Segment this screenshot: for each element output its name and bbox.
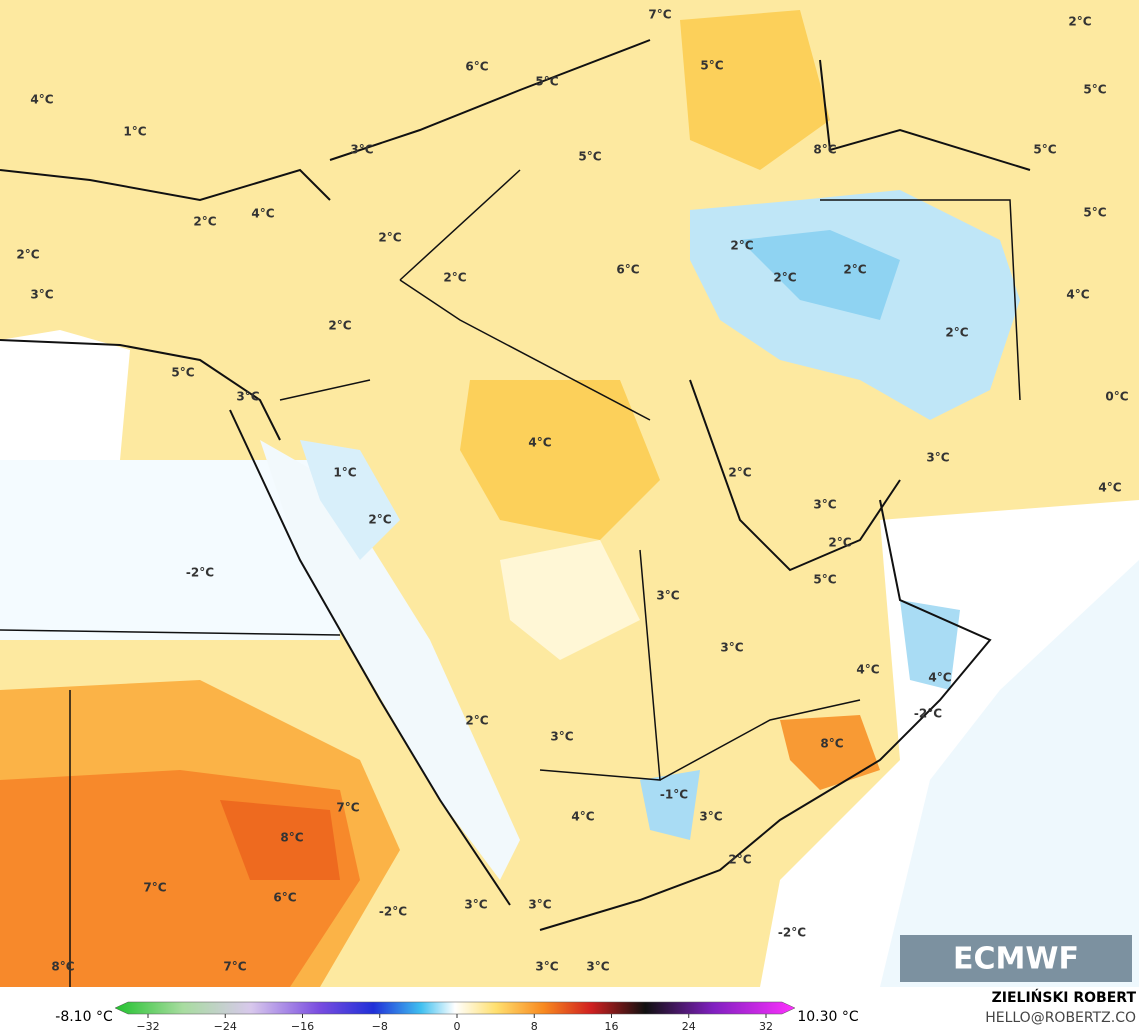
temperature-label: 2°C [773,271,796,285]
cool-patch [300,440,400,560]
temperature-label: 2°C [945,326,968,340]
warm-patch [680,10,830,170]
temperature-label: 2°C [368,513,391,527]
temperature-label: 2°C [193,215,216,229]
temperature-label: 6°C [616,263,639,277]
logo-box [900,935,1132,982]
temperature-label: -2°C [914,707,942,721]
warm-patch [780,715,880,790]
temperature-label: 7°C [336,801,359,815]
colorbar-tick-label: 24 [682,1020,696,1033]
colorbar-tick-label: 8 [531,1020,538,1033]
colorbar-tick-label: 32 [759,1020,773,1033]
logo: ECMWF [953,942,1079,977]
temperature-label: 4°C [571,810,594,824]
colorbar-max: 10.30 °C [797,1009,859,1025]
temperature-label: 5°C [813,573,836,587]
colorbar-tick-label: 16 [605,1020,619,1033]
temperature-label: -2°C [379,905,407,919]
temperature-label: 7°C [223,960,246,974]
temperature-label: 3°C [586,960,609,974]
temperature-label: 3°C [699,810,722,824]
sea-pale [880,560,1139,987]
temperature-label: 3°C [236,390,259,404]
temperature-label: 1°C [123,125,146,139]
temperature-label: 5°C [700,59,723,73]
temperature-label: 3°C [528,898,551,912]
colorbar-tick-label: −32 [136,1020,159,1033]
temperature-label: -1°C [660,788,688,802]
temperature-label: 6°C [465,60,488,74]
coastline [0,39,1031,931]
colorbar-tick-label: −16 [291,1020,314,1033]
temperature-label: 5°C [1083,206,1106,220]
colorbar-tick-label: −24 [214,1020,237,1033]
temperature-label: 4°C [251,207,274,221]
temperature-label: 4°C [528,436,551,450]
map-labels: 7°C 2°C 6°C 5°C 5°C 4°C 5°C 1°C 3°C 5°C 8°C 5°C 2°C 4… [16,8,1128,974]
temperature-label: 4°C [1098,481,1121,495]
temperature-label: 8°C [51,960,74,974]
colorbar-strip [114,1001,796,1015]
colorbar-tick-label: 0 [454,1020,461,1033]
temperature-label: 5°C [578,150,601,164]
temperature-label: 2°C [1068,15,1091,29]
cool-patch [640,770,700,840]
temperature-label: 5°C [1083,83,1106,97]
temperature-label: 2°C [728,466,751,480]
temperature-label: 2°C [378,231,401,245]
temperature-label: 2°C [328,319,351,333]
temperature-label: 2°C [16,248,39,262]
cold-core [740,230,900,320]
temperature-label: 3°C [550,730,573,744]
hot-core [220,800,340,880]
temperature-label: 8°C [813,143,836,157]
temperature-label: 2°C [828,536,851,550]
temperature-label: -2°C [778,926,806,940]
temperature-label: 5°C [1033,143,1056,157]
temperature-label: 5°C [171,366,194,380]
temperature-label: 3°C [656,589,679,603]
temperature-label: 3°C [535,960,558,974]
map: ECMWF [0,0,1139,987]
temperature-label: 2°C [443,271,466,285]
temperature-label: 7°C [143,881,166,895]
temperature-label: 4°C [928,671,951,685]
border [0,169,1021,987]
colorbar-min: -8.10 °C [55,1009,113,1025]
temperature-label: 3°C [464,898,487,912]
temperature-label: 2°C [843,263,866,277]
temperature-label: 3°C [30,288,53,302]
temperature-label: 2°C [465,714,488,728]
colorbar-tick-label: −8 [372,1020,388,1033]
warm-patch [460,380,660,540]
temperature-label: 4°C [30,93,53,107]
cool-patch [900,600,960,690]
credit-name: ZIELIŃSKI ROBERT [992,988,1137,1006]
temperature-label: 4°C [856,663,879,677]
credit-contact: HELLO@ROBERTZ.CO [985,1010,1136,1026]
temperature-label: 8°C [280,831,303,845]
temperature-label: 3°C [926,451,949,465]
field-white [0,330,130,460]
temperature-label: 8°C [820,737,843,751]
pale-patch [500,540,640,660]
temperature-label: 6°C [273,891,296,905]
temperature-label: 0°C [1105,390,1128,404]
temperature-label: 2°C [728,853,751,867]
temperature-label: 3°C [813,498,836,512]
temperature-label: 4°C [1066,288,1089,302]
temperature-label: 3°C [350,143,373,157]
colorbar: -8.10 °C 10.30 °C −32 −24 −16 −8 0 8 16 24 32 [55,1001,859,1033]
temperature-label: 5°C [535,75,558,89]
red-sea [260,440,520,880]
temperature-label: 7°C [648,8,671,22]
field-white [0,460,340,640]
temperature-label: -2°C [186,566,214,580]
temperature-label: 1°C [333,466,356,480]
temperature-label: 2°C [730,239,753,253]
temperature-label: 3°C [720,641,743,655]
